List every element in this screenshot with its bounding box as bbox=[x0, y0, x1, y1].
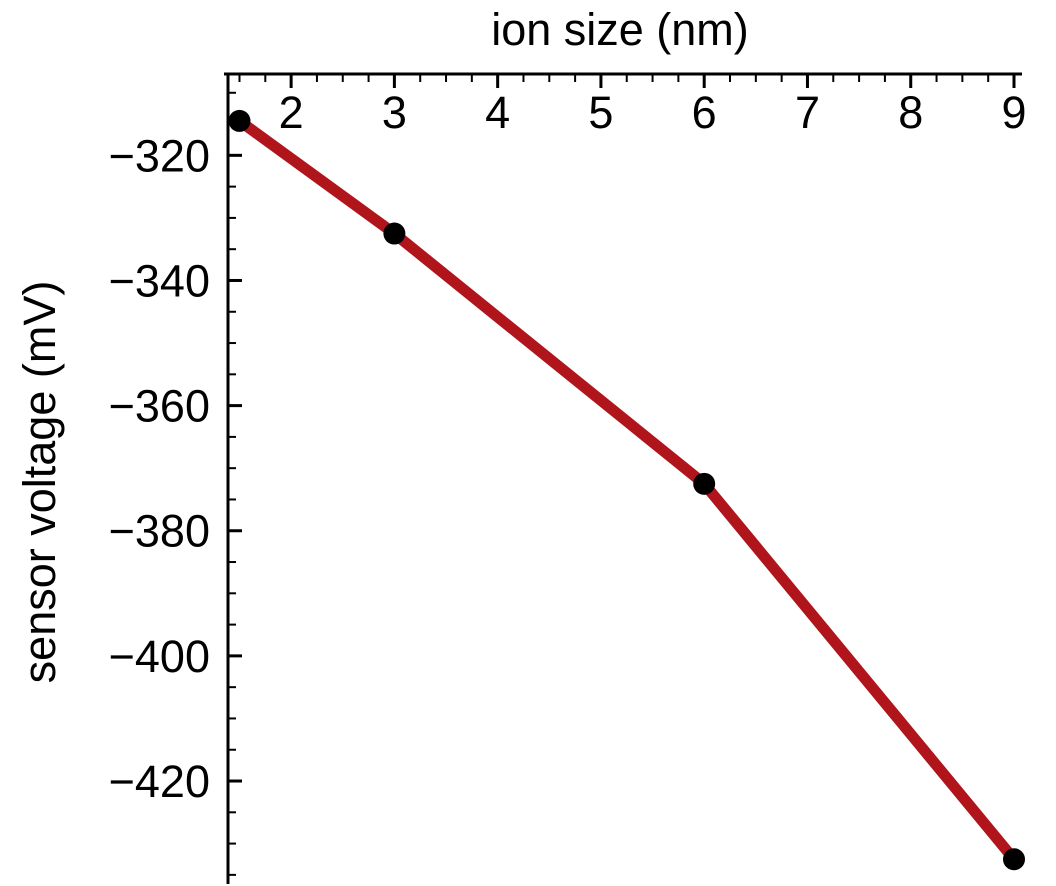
series-line bbox=[233, 115, 1020, 865]
x-tick-label: 2 bbox=[279, 87, 304, 138]
x-axis-title: ion size (nm) bbox=[491, 4, 749, 55]
tick-labels: 2 3 4 5 6 7 8 9 −320 −340 −360 −380 −400 −420 bbox=[109, 87, 1027, 807]
x-tick-label: 7 bbox=[795, 87, 820, 138]
x-tick-label: 6 bbox=[692, 87, 717, 138]
y-tick-label: −380 bbox=[109, 506, 210, 557]
x-tick-label: 8 bbox=[898, 87, 923, 138]
ticks bbox=[228, 74, 1016, 876]
y-tick-label: −340 bbox=[109, 255, 210, 306]
data-point bbox=[693, 472, 716, 495]
y-tick-label: −360 bbox=[109, 381, 210, 432]
y-tick-label: −400 bbox=[109, 631, 210, 682]
series bbox=[228, 109, 1025, 871]
data-point bbox=[1003, 848, 1025, 871]
x-tick-label: 5 bbox=[588, 87, 613, 138]
data-point bbox=[383, 222, 406, 245]
x-tick-label: 4 bbox=[485, 87, 510, 138]
data-point bbox=[228, 109, 251, 132]
x-tick-label: 9 bbox=[1001, 87, 1026, 138]
y-axis-title: sensor voltage (mV) bbox=[14, 281, 65, 684]
y-tick-label: −420 bbox=[109, 756, 210, 807]
x-tick-label: 3 bbox=[382, 87, 407, 138]
y-tick-label: −320 bbox=[109, 130, 210, 181]
